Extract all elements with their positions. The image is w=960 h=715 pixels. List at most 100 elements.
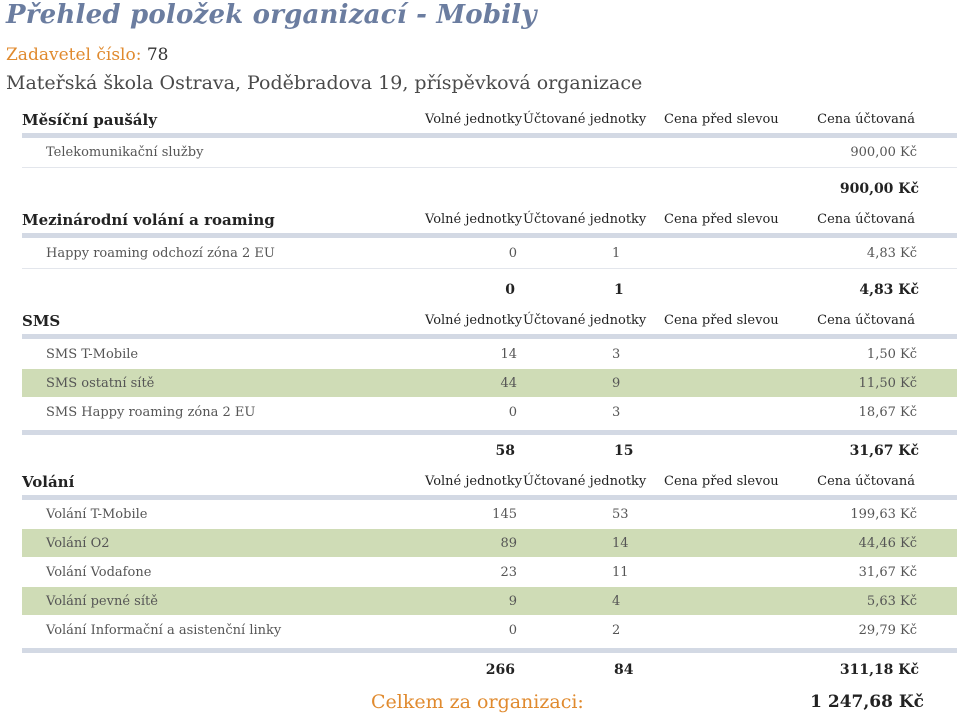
submitter-label: Zadavetel číslo: (6, 45, 142, 65)
col-price-billed-header: Cena účtovaná (817, 313, 915, 328)
item-price: 18,67 Kč (858, 405, 917, 420)
item-billed: 14 (612, 536, 629, 551)
item-price: 1,50 Kč (866, 347, 917, 362)
total-price: 31,67 Kč (849, 443, 919, 459)
item-billed: 3 (612, 347, 621, 362)
table-row: Happy roaming odchozí zóna 2 EU 0 1 4,83… (22, 239, 957, 267)
row-separator (22, 167, 957, 168)
section-title: SMS (22, 312, 61, 330)
section-divider (22, 334, 957, 339)
item-free: 145 (492, 507, 517, 522)
total-billed: 1 (614, 282, 624, 298)
item-name: Telekomunikační služby (46, 145, 204, 160)
table-row: Volání O2 89 14 44,46 Kč (22, 529, 957, 557)
table-row: Volání Informační a asistenční linky 0 2… (22, 616, 957, 644)
item-price: 4,83 Kč (866, 246, 917, 261)
row-separator (22, 268, 957, 269)
item-name: SMS T-Mobile (46, 347, 139, 362)
item-name: Volání Informační a asistenční linky (46, 623, 282, 638)
item-free: 23 (500, 565, 517, 580)
section-header-calls: Volání Volné jednotky Účtované jednotky … (22, 472, 917, 494)
col-price-before-header: Cena před slevou (664, 313, 779, 328)
item-billed: 53 (612, 507, 629, 522)
table-row: Volání T-Mobile 145 53 199,63 Kč (22, 500, 957, 528)
item-price: 900,00 Kč (850, 145, 917, 160)
item-free: 44 (500, 376, 517, 391)
page-title: Přehled položek organizací - Mobily (6, 0, 537, 30)
item-billed: 9 (612, 376, 621, 391)
item-billed: 3 (612, 405, 621, 420)
section-title: Volání (22, 473, 75, 491)
col-price-before-header: Cena před slevou (664, 474, 779, 489)
section-total: 266 84 311,18 Kč (22, 660, 957, 682)
col-price-billed-header: Cena účtovaná (817, 474, 915, 489)
col-price-before-header: Cena před slevou (664, 212, 779, 227)
item-name: Volání pevné sítě (46, 594, 158, 609)
col-billed-header: Účtované jednotky (523, 313, 647, 328)
section-divider (22, 648, 957, 653)
section-total: 900,00 Kč (22, 179, 957, 201)
col-billed-header: Účtované jednotky (523, 112, 647, 127)
item-price: 29,79 Kč (858, 623, 917, 638)
col-free-header: Volné jednotky (425, 313, 523, 328)
table-row: SMS T-Mobile 14 3 1,50 Kč (22, 340, 957, 368)
item-name: Volání O2 (46, 536, 110, 551)
item-free: 0 (508, 246, 517, 261)
item-price: 31,67 Kč (858, 565, 917, 580)
section-title: Mezinárodní volání a roaming (22, 211, 275, 229)
section-total: 58 15 31,67 Kč (22, 441, 957, 463)
total-free: 266 (485, 662, 515, 678)
item-billed: 2 (612, 623, 621, 638)
item-free: 89 (500, 536, 517, 551)
total-free: 58 (495, 443, 515, 459)
grand-total: Celkem za organizaci: 1 247,68 Kč (0, 691, 960, 715)
section-divider (22, 495, 957, 500)
total-price: 900,00 Kč (839, 181, 919, 197)
col-free-header: Volné jednotky (425, 474, 523, 489)
item-free: 0 (508, 405, 517, 420)
total-price: 311,18 Kč (839, 662, 919, 678)
item-billed: 11 (612, 565, 629, 580)
table-row: Volání pevné sítě 9 4 5,63 Kč (22, 587, 957, 615)
grand-total-label: Celkem za organizaci: (371, 691, 584, 713)
table-row: Telekomunikační služby 900,00 Kč (22, 138, 957, 166)
table-row: SMS ostatní sítě 44 9 11,50 Kč (22, 369, 957, 397)
section-title: Měsíční paušály (22, 111, 157, 129)
item-billed: 4 (612, 594, 621, 609)
organization-name: Mateřská škola Ostrava, Poděbradova 19, … (6, 72, 643, 94)
item-billed: 1 (612, 246, 621, 261)
section-divider (22, 430, 957, 435)
item-name: SMS ostatní sítě (46, 376, 155, 391)
col-free-header: Volné jednotky (425, 212, 523, 227)
col-price-billed-header: Cena účtovaná (817, 212, 915, 227)
section-header-monthly: Měsíční paušály Volné jednotky Účtované … (22, 110, 917, 132)
item-price: 11,50 Kč (858, 376, 917, 391)
total-billed: 84 (614, 662, 634, 678)
section-divider (22, 233, 957, 238)
total-billed: 15 (614, 443, 634, 459)
total-price: 4,83 Kč (859, 282, 919, 298)
grand-total-value: 1 247,68 Kč (810, 692, 924, 712)
item-name: Volání Vodafone (46, 565, 152, 580)
table-row: SMS Happy roaming zóna 2 EU 0 3 18,67 Kč (22, 398, 957, 426)
item-free: 0 (508, 623, 517, 638)
total-free: 0 (505, 282, 515, 298)
item-price: 44,46 Kč (858, 536, 917, 551)
item-price: 199,63 Kč (850, 507, 917, 522)
section-header-roaming: Mezinárodní volání a roaming Volné jedno… (22, 210, 917, 232)
col-billed-header: Účtované jednotky (523, 474, 647, 489)
item-name: Happy roaming odchozí zóna 2 EU (46, 246, 275, 261)
submitter-line: Zadavetel číslo: 78 (6, 45, 169, 65)
col-price-billed-header: Cena účtovaná (817, 112, 915, 127)
section-divider (22, 133, 957, 138)
item-price: 5,63 Kč (866, 594, 917, 609)
section-total: 0 1 4,83 Kč (22, 280, 957, 302)
submitter-number: 78 (146, 45, 169, 65)
item-name: SMS Happy roaming zóna 2 EU (46, 405, 256, 420)
col-free-header: Volné jednotky (425, 112, 523, 127)
section-header-sms: SMS Volné jednotky Účtované jednotky Cen… (22, 311, 917, 333)
col-billed-header: Účtované jednotky (523, 212, 647, 227)
col-price-before-header: Cena před slevou (664, 112, 779, 127)
item-free: 14 (500, 347, 517, 362)
table-row: Volání Vodafone 23 11 31,67 Kč (22, 558, 957, 586)
